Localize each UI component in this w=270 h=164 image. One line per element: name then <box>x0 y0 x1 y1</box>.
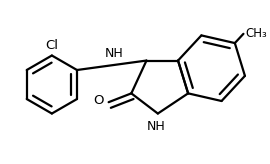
Text: CH₃: CH₃ <box>245 27 267 40</box>
Text: NH: NH <box>147 120 166 133</box>
Text: O: O <box>94 94 104 107</box>
Text: Cl: Cl <box>45 39 58 52</box>
Text: NH: NH <box>104 47 123 60</box>
